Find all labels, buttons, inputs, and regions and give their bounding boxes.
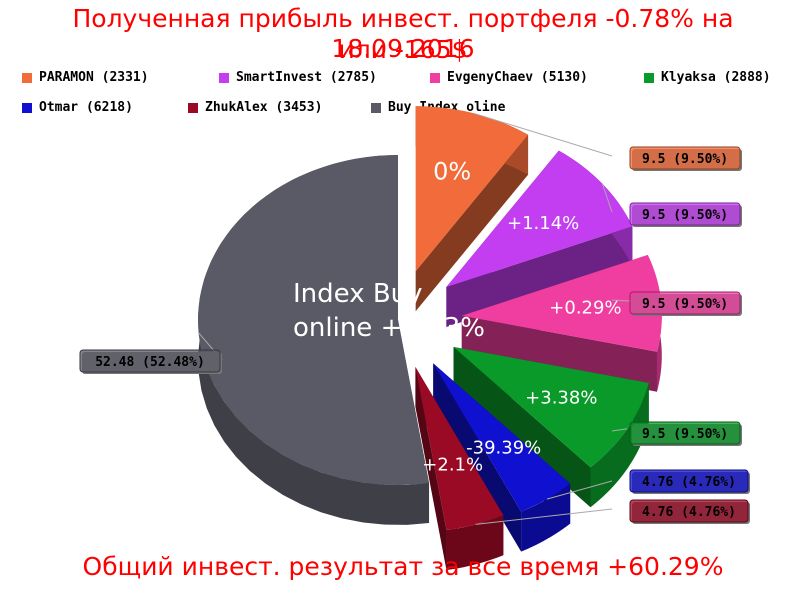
callout-box <box>79 349 221 373</box>
callout-box <box>629 291 741 315</box>
callout-box <box>629 499 749 523</box>
legend-item-klyaksa: Klyaksa (2888) <box>644 70 771 85</box>
legend-swatch <box>188 102 198 113</box>
legend-swatch <box>22 72 32 83</box>
legend-swatch <box>22 102 32 113</box>
legend-item-otmar: Otmar (6218) <box>22 100 133 115</box>
pie-slice-rim <box>198 155 430 525</box>
pie-slice-6 <box>197 155 430 485</box>
callout-box <box>629 146 741 170</box>
pie-slice-4 <box>433 363 571 512</box>
legend-swatch <box>219 72 229 83</box>
legend-item-smartinvest: SmartInvest (2785) <box>219 70 377 85</box>
chart-legend: PARAMON (2331) SmartInvest (2785) Evgeny… <box>0 68 806 128</box>
callout-box <box>629 469 749 493</box>
legend-item-zhukalex: ZhukAlex (3453) <box>188 100 322 115</box>
callout-line <box>611 428 628 432</box>
pie-slice-5 <box>415 367 504 531</box>
slice-inner-label: -39.39% <box>466 438 541 459</box>
legend-label: Klyaksa (2888) <box>661 70 771 85</box>
callout-line <box>474 113 613 157</box>
pie-slice-1 <box>446 150 633 288</box>
slice-inner-label: +1.14% <box>507 213 579 234</box>
pie-slice-3 <box>453 346 649 468</box>
data-label: 9.5 (9.50%) <box>642 152 728 167</box>
pie-slice-rim <box>446 515 504 571</box>
pie-slice-rim <box>590 382 649 508</box>
data-label: 4.76 (4.76%) <box>642 475 736 490</box>
data-label: 4.76 (4.76%) <box>642 505 736 520</box>
pie-slice-2 <box>461 254 662 352</box>
data-label: 9.5 (9.50%) <box>642 297 728 312</box>
legend-label: ZhukAlex (3453) <box>205 100 323 115</box>
legend-swatch <box>371 102 381 113</box>
legend-label: SmartInvest (2785) <box>236 70 377 85</box>
legend-label: PARAMON (2331) <box>39 70 149 85</box>
data-label: 9.5 (9.50%) <box>642 427 728 442</box>
legend-label: Otmar (6218) <box>39 100 133 115</box>
pie-slice-wall <box>461 315 657 392</box>
slice-inner-label: +0.29% <box>549 298 621 319</box>
callout-line <box>475 508 613 525</box>
pie-slice-0 <box>415 106 529 272</box>
pie-slice-wall <box>433 363 522 552</box>
data-label: 9.5 (9.50%) <box>642 208 728 223</box>
legend-swatch <box>430 72 440 83</box>
footer-result-text: Общий инвест. результат за все время +60… <box>82 552 724 581</box>
callout-box <box>629 421 741 445</box>
slice-inner-label: +2.1% <box>422 455 483 476</box>
slice-inner-label: +3.38% <box>525 388 597 409</box>
pie-slice-wall <box>415 367 447 571</box>
legend-swatch <box>644 72 654 83</box>
legend-label: EvgenyChaev (5130) <box>447 70 588 85</box>
pie-slice-wall <box>415 134 529 312</box>
slice-inner-label: Index Buy online +0.63% <box>293 279 485 343</box>
slice-inner-label: 0% <box>433 157 471 185</box>
pie-slice-wall <box>453 346 591 508</box>
callout-line <box>601 183 613 213</box>
data-label: 52.48 (52.48%) <box>95 355 205 370</box>
chart-title-line1: Полученная прибыль инвест. портфеля -0.7… <box>72 4 734 63</box>
pie-slice-wall <box>446 226 633 328</box>
legend-item-evgenychaev: EvgenyChaev (5130) <box>430 70 588 85</box>
chart-title-line2: или -165$ <box>338 35 468 64</box>
callout-box <box>629 202 741 226</box>
callout-line <box>546 480 613 500</box>
legend-item-paramon: PARAMON (2331) <box>22 70 149 85</box>
pie-slice-rim <box>521 483 571 552</box>
